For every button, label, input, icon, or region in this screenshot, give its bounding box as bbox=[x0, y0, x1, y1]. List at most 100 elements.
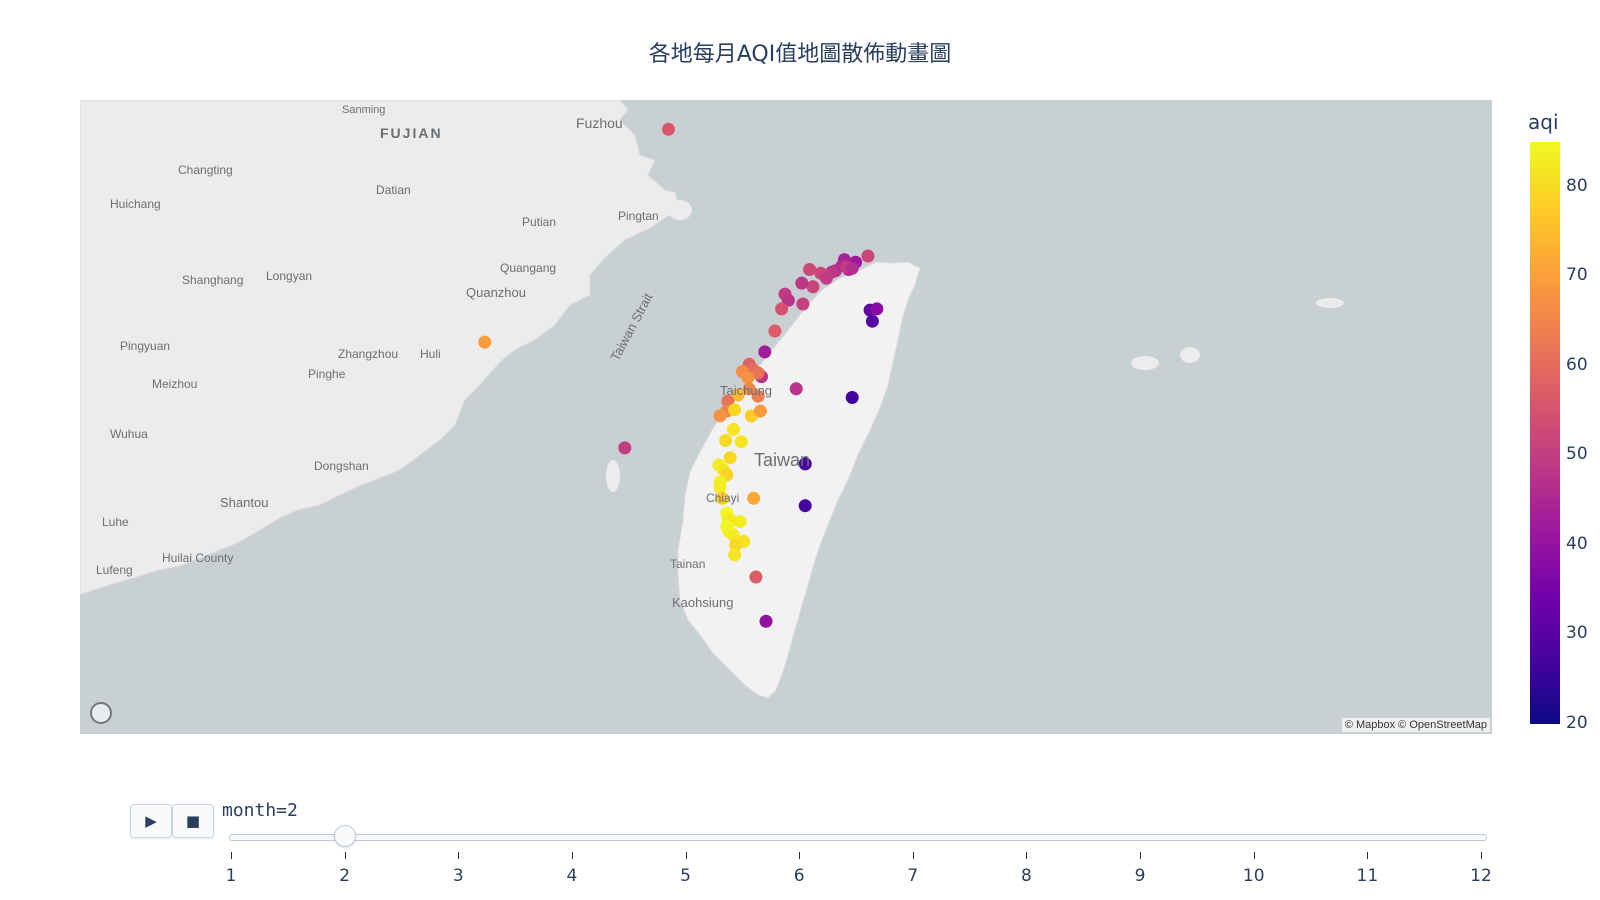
slider-rail[interactable] bbox=[229, 834, 1487, 841]
stop-button[interactable]: ■ bbox=[172, 804, 214, 838]
place-label: Shanghang bbox=[182, 273, 243, 287]
place-label: Pinghe bbox=[308, 367, 346, 381]
colorbar-tick-label: 60 bbox=[1566, 354, 1588, 375]
slider-step-label[interactable]: 9 bbox=[1134, 866, 1146, 886]
aqi-point[interactable] bbox=[798, 457, 812, 471]
aqi-point[interactable] bbox=[806, 280, 820, 294]
aqi-point[interactable] bbox=[759, 614, 773, 628]
place-label-taiwan-strait: Taiwan Strait bbox=[607, 290, 655, 363]
place-labels-layer: Fuzhou FUJIAN Changting Datian Huichang Putia… bbox=[96, 104, 810, 610]
aqi-point[interactable] bbox=[803, 263, 817, 276]
place-label: Taiwan bbox=[754, 450, 810, 470]
aqi-point[interactable] bbox=[861, 249, 875, 263]
map-attribution[interactable]: © Mapbox © OpenStreetMap bbox=[1341, 718, 1490, 732]
colorbar-title: aqi bbox=[1528, 110, 1559, 134]
slider-tick-mark bbox=[685, 852, 687, 859]
stop-icon: ■ bbox=[185, 812, 201, 830]
aqi-point[interactable] bbox=[819, 271, 833, 285]
aqi-point[interactable] bbox=[727, 528, 740, 542]
slider-step-label[interactable]: 6 bbox=[793, 866, 805, 886]
aqi-point[interactable] bbox=[742, 382, 756, 396]
map-canvas[interactable]: Fuzhou FUJIAN Changting Datian Huichang Putia… bbox=[80, 100, 1492, 734]
place-label: Putian bbox=[522, 215, 556, 229]
slider-step-label[interactable]: 11 bbox=[1356, 866, 1379, 886]
slider-step-label[interactable]: 4 bbox=[566, 866, 578, 886]
place-label: Tainan bbox=[670, 557, 705, 571]
aqi-point[interactable] bbox=[727, 422, 740, 436]
slider-step-label[interactable]: 2 bbox=[339, 866, 351, 886]
slider-step-label[interactable]: 7 bbox=[907, 866, 919, 886]
aqi-point[interactable] bbox=[753, 404, 767, 418]
slider-tick-mark bbox=[231, 852, 232, 859]
slider-tick-mark bbox=[1026, 852, 1028, 859]
slider-tick-mark bbox=[1253, 852, 1255, 859]
aqi-point[interactable] bbox=[733, 515, 747, 529]
aqi-point[interactable] bbox=[747, 491, 761, 505]
aqi-point[interactable] bbox=[737, 534, 751, 548]
aqi-point[interactable] bbox=[751, 389, 765, 403]
place-label: Pingyuan bbox=[120, 339, 170, 353]
slider-current-label: month=2 bbox=[222, 800, 298, 821]
aqi-point[interactable] bbox=[478, 335, 492, 349]
map-area[interactable]: Fuzhou FUJIAN Changting Datian Huichang Putia… bbox=[80, 100, 1492, 734]
slider-step-label[interactable]: 5 bbox=[680, 866, 691, 886]
penghu-island bbox=[606, 460, 620, 492]
aqi-point[interactable] bbox=[728, 403, 742, 417]
place-label: Meizhou bbox=[152, 377, 197, 391]
ryukyu-islet-1 bbox=[1316, 298, 1344, 308]
place-label: Datian bbox=[376, 183, 411, 197]
aqi-point[interactable] bbox=[713, 480, 727, 494]
slider-handle[interactable] bbox=[333, 825, 356, 847]
slider-step-label[interactable]: 8 bbox=[1021, 866, 1032, 886]
aqi-point[interactable] bbox=[758, 345, 772, 359]
slider-step-label[interactable]: 1 bbox=[225, 866, 237, 886]
aqi-point[interactable] bbox=[751, 366, 765, 380]
colorbar-tick-label: 40 bbox=[1566, 533, 1588, 554]
aqi-point[interactable] bbox=[845, 391, 859, 404]
chart-title: 各地每月AQI值地圖散佈動畫圖 bbox=[648, 42, 952, 67]
place-label: Quangang bbox=[500, 261, 556, 275]
place-label: Taichung bbox=[720, 383, 772, 398]
slider-tick-mark bbox=[912, 852, 914, 859]
aqi-point[interactable] bbox=[723, 451, 737, 465]
aqi-points-layer bbox=[478, 122, 884, 628]
aqi-point[interactable] bbox=[662, 122, 675, 136]
aqi-point[interactable] bbox=[865, 314, 879, 328]
place-label: Longyan bbox=[266, 269, 312, 283]
aqi-point[interactable] bbox=[775, 302, 789, 316]
place-label: Lufeng bbox=[96, 563, 133, 577]
mainland-landmass bbox=[80, 100, 681, 596]
aqi-point[interactable] bbox=[719, 434, 733, 447]
place-label: FUJIAN bbox=[380, 125, 443, 141]
aqi-point[interactable] bbox=[796, 297, 810, 311]
aqi-point[interactable] bbox=[713, 409, 727, 423]
aqi-point[interactable] bbox=[734, 435, 748, 449]
ryukyu-islet-3 bbox=[1180, 347, 1200, 363]
taiwan-island bbox=[677, 261, 921, 699]
aqi-point[interactable] bbox=[618, 441, 632, 455]
aqi-point[interactable] bbox=[798, 499, 812, 513]
aqi-point[interactable] bbox=[870, 302, 884, 316]
slider-step-label[interactable]: 10 bbox=[1242, 866, 1265, 886]
place-label: Huilai County bbox=[162, 551, 233, 565]
place-label: Fuzhou bbox=[576, 115, 623, 131]
aqi-point[interactable] bbox=[728, 548, 742, 562]
aqi-point[interactable] bbox=[749, 570, 763, 584]
colorbar-gradient bbox=[1530, 142, 1560, 724]
aqi-point[interactable] bbox=[795, 276, 809, 290]
aqi-point[interactable] bbox=[789, 382, 803, 396]
aqi-point[interactable] bbox=[845, 261, 859, 275]
slider-step-label[interactable]: 12 bbox=[1470, 866, 1492, 886]
aqi-point[interactable] bbox=[741, 371, 755, 385]
slider-tick-mark bbox=[458, 852, 460, 859]
aqi-point[interactable] bbox=[715, 491, 729, 505]
place-label: Huichang bbox=[110, 197, 161, 211]
aqi-point[interactable] bbox=[768, 324, 782, 338]
place-label: Pingtan bbox=[618, 209, 659, 223]
place-label: Changting bbox=[178, 163, 233, 177]
aqi-point[interactable] bbox=[731, 388, 745, 402]
place-label: Zhangzhou bbox=[338, 347, 398, 361]
mapbox-logo-icon[interactable] bbox=[90, 702, 112, 724]
play-button[interactable]: ▶ bbox=[130, 804, 172, 838]
slider-step-label[interactable]: 3 bbox=[452, 866, 464, 886]
